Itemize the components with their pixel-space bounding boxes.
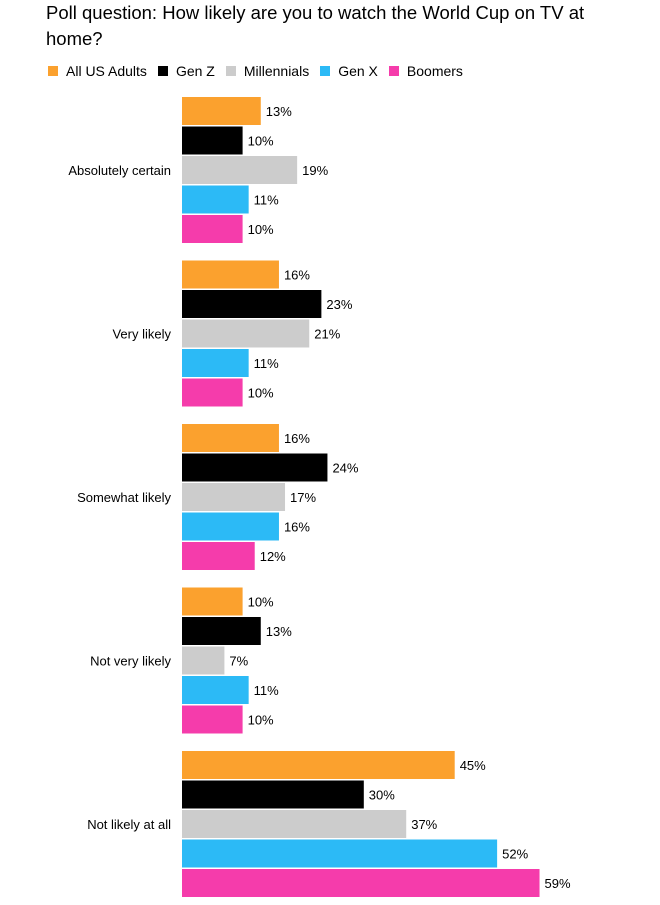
bar-value-label: 11%: [254, 356, 279, 371]
legend-swatch: [48, 66, 58, 76]
bar-gen-z: [182, 780, 364, 809]
legend-item-gen-x: Gen X: [320, 63, 378, 79]
bar-gen-z: [182, 453, 328, 482]
category-label: Very likely: [112, 327, 171, 342]
bar-gen-x: [182, 839, 498, 868]
bar-boomers: [182, 378, 243, 407]
bar-gen-z: [182, 617, 261, 645]
bar-value-label: 10%: [248, 713, 274, 728]
bar-value-label: 10%: [248, 386, 274, 401]
legend-item-millennials: Millennials: [225, 63, 310, 79]
bar-gen-x: [182, 512, 279, 541]
bar-value-label: 10%: [248, 595, 274, 610]
legend-label: Gen X: [338, 63, 378, 79]
bar-value-label: 13%: [266, 624, 292, 639]
category-label: Somewhat likely: [77, 490, 171, 505]
bar-millennials: [182, 156, 298, 184]
category-group-absolutely-certain: Absolutely certain 13% 10% 19% 11% 10%: [68, 97, 329, 243]
bar-gen-z: [182, 126, 243, 155]
legend-label: All US Adults: [66, 63, 147, 79]
bar-value-label: 16%: [284, 520, 310, 535]
bar-value-label: 10%: [248, 222, 274, 237]
bar-all-us-adults: [182, 587, 243, 616]
legend-item-all-us-adults: All US Adults: [48, 63, 147, 79]
bar-value-label: 17%: [290, 490, 316, 505]
category-label: Not very likely: [90, 654, 171, 669]
bar-value-label: 37%: [411, 817, 437, 832]
bar-millennials: [182, 810, 407, 838]
bar-boomers: [182, 215, 243, 243]
legend-label: Millennials: [243, 63, 310, 79]
chart-title: Poll question: How likely are you to wat…: [46, 2, 585, 49]
legend-item-boomers: Boomers: [388, 63, 463, 79]
bar-gen-x: [182, 349, 249, 377]
bar-boomers: [182, 542, 255, 570]
bar-value-label: 16%: [284, 431, 310, 446]
bar-value-label: 24%: [332, 461, 358, 476]
category-group-not-likely-at-all: Not likely at all 45% 30% 37% 52% 59%: [87, 751, 571, 897]
bar-millennials: [182, 646, 225, 675]
legend: All US Adults Gen Z Millennials Gen X Boomer…: [48, 63, 474, 79]
legend-swatch: [320, 66, 331, 76]
bar-millennials: [182, 319, 310, 348]
legend-label: Gen Z: [175, 63, 215, 79]
bar-value-label: 52%: [502, 847, 528, 862]
bar-value-label: 11%: [254, 193, 279, 208]
category-label: Not likely at all: [87, 817, 171, 832]
bar-boomers: [182, 705, 243, 734]
legend-item-gen-z: Gen Z: [157, 63, 215, 79]
bar-value-label: 16%: [284, 268, 310, 283]
legend-swatch: [388, 66, 399, 76]
bar-value-label: 23%: [326, 297, 352, 312]
bar-all-us-adults: [182, 751, 455, 779]
bar-all-us-adults: [182, 424, 279, 452]
category-group-not-very-likely: Not very likely 10% 13% 7% 11% 10%: [90, 587, 292, 734]
bar-value-label: 45%: [460, 758, 486, 773]
bar-all-us-adults: [182, 260, 279, 289]
bar-all-us-adults: [182, 97, 261, 125]
legend-label: Boomers: [406, 63, 463, 79]
bar-gen-z: [182, 290, 322, 318]
bar-boomers: [182, 869, 540, 897]
bar-value-label: 30%: [369, 788, 395, 803]
bar-millennials: [182, 483, 286, 511]
bar-value-label: 11%: [254, 683, 279, 698]
bar-gen-x: [182, 185, 249, 214]
bar-value-label: 59%: [545, 876, 571, 891]
bar-value-label: 13%: [266, 104, 292, 119]
bar-value-label: 21%: [314, 327, 340, 342]
bar-value-label: 10%: [248, 134, 274, 149]
bar-value-label: 7%: [229, 654, 248, 669]
category-group-very-likely: Very likely 16% 23% 21% 11% 10%: [112, 260, 353, 407]
category-group-somewhat-likely: Somewhat likely 16% 24% 17% 16% 12%: [77, 424, 359, 570]
legend-swatch: [157, 66, 168, 76]
bar-value-label: 12%: [260, 549, 286, 564]
bar-value-label: 19%: [302, 163, 328, 178]
category-label: Absolutely certain: [68, 163, 171, 178]
bar-gen-x: [182, 676, 249, 704]
legend-swatch: [225, 66, 236, 76]
